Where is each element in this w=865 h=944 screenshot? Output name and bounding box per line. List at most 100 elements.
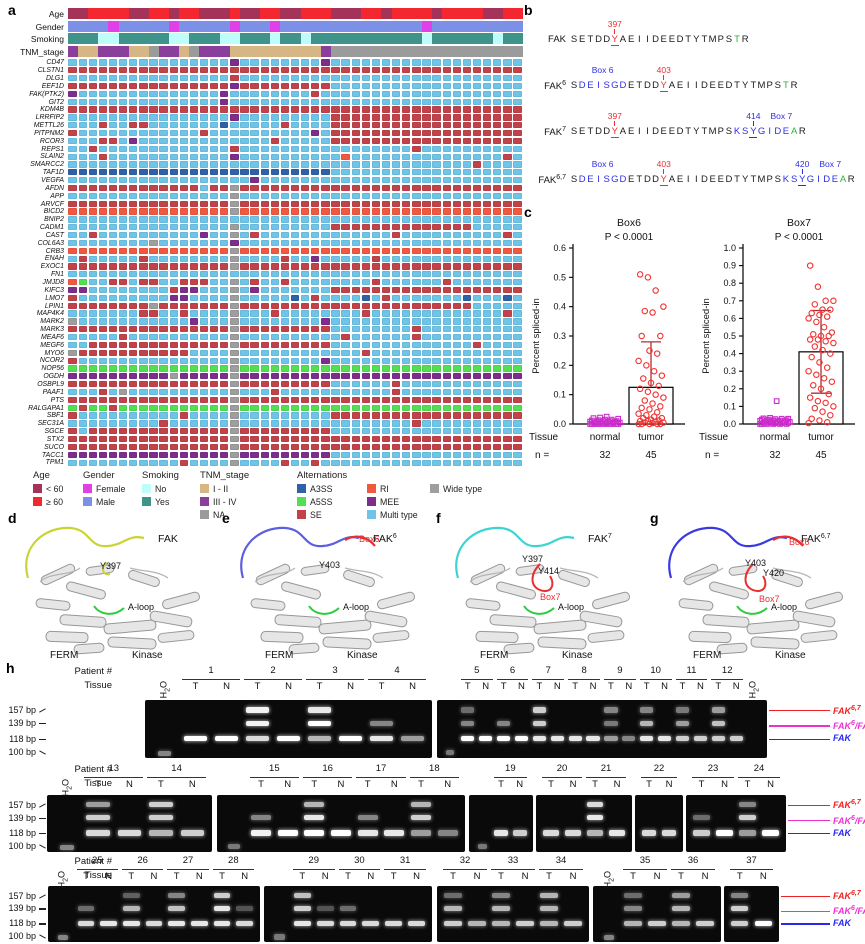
heatmap-cell	[300, 310, 310, 317]
heatmap-cell	[159, 216, 168, 223]
heatmap-cell	[432, 67, 441, 74]
heatmap-cell	[159, 412, 168, 419]
sequence-letter: S	[570, 80, 578, 91]
heatmap-cell	[220, 388, 229, 396]
heatmap-cell	[391, 318, 401, 325]
heatmap-cell	[78, 192, 87, 200]
heatmap-cell	[503, 365, 512, 372]
heatmap-cell	[472, 334, 482, 341]
heatmap-cell	[78, 184, 87, 192]
heatmap-cell	[159, 451, 168, 458]
heatmap-cell	[290, 294, 300, 302]
heatmap-cell	[78, 255, 87, 262]
heatmap-cell	[402, 326, 411, 333]
heatmap-cell	[300, 428, 310, 435]
heatmap-cell	[371, 326, 381, 333]
heatmap-cell	[209, 224, 219, 231]
heatmap-cell	[129, 459, 138, 466]
heatmap-cell	[341, 279, 350, 286]
heatmap-cell	[482, 436, 492, 443]
heatmap-cell	[432, 388, 441, 396]
heatmap-cell	[118, 396, 128, 404]
annotation-cell	[300, 33, 311, 45]
gel-band	[401, 736, 424, 742]
svg-text:Box7: Box7	[759, 594, 780, 604]
heatmap-cell	[220, 334, 229, 341]
heatmap-cell	[412, 224, 421, 231]
gel-band	[213, 920, 231, 926]
heatmap-cell	[351, 90, 360, 98]
heatmap-cell	[280, 177, 290, 184]
heatmap-cell	[149, 114, 158, 121]
heatmap-cell	[260, 404, 269, 411]
heatmap-cell	[230, 326, 239, 333]
heatmap-cell	[169, 436, 178, 443]
heatmap-cell	[503, 334, 512, 341]
heatmap-cell	[300, 373, 310, 380]
heatmap-cell	[341, 412, 350, 419]
heatmap-cell	[412, 326, 421, 333]
sequence-letter: D	[701, 80, 708, 91]
heatmap-cell	[179, 130, 189, 137]
legend-item-label: No	[155, 484, 167, 494]
annotation-cell	[300, 8, 311, 19]
heatmap-cell	[341, 169, 350, 176]
sequence-letter: E	[627, 174, 635, 185]
heatmap-cell	[240, 412, 249, 419]
heatmap-cell	[311, 130, 320, 137]
heatmap-cell	[280, 239, 290, 247]
tissue-lane-label: N	[516, 779, 524, 790]
patient-number: 23	[707, 763, 719, 774]
heatmap-cell	[129, 428, 138, 435]
heatmap-cell	[442, 428, 451, 435]
heatmap-cell	[108, 255, 118, 262]
annotation-cell	[381, 45, 392, 57]
heatmap-cell	[331, 239, 340, 247]
heatmap-cell	[68, 412, 77, 419]
patient-underline	[368, 679, 426, 680]
heatmap-cell	[300, 184, 310, 192]
heatmap-cell	[230, 294, 239, 302]
heatmap-cell	[321, 436, 330, 443]
heatmap-cell	[300, 459, 310, 466]
heatmap-cell	[452, 224, 462, 231]
band-label-text: /FAK	[854, 906, 865, 917]
heatmap-cell	[240, 459, 249, 466]
legend-item-label: Wide type	[443, 484, 483, 494]
heatmap-cell	[88, 239, 98, 247]
gene-label-SUCO: SUCO	[44, 443, 64, 451]
heatmap-cell	[230, 169, 239, 176]
gel-image	[437, 886, 589, 942]
heatmap-cell	[462, 75, 472, 82]
heatmap-cell	[280, 279, 290, 286]
heatmap-cell	[493, 82, 502, 90]
heatmap-cell	[169, 224, 178, 231]
heatmap-cell	[391, 247, 401, 254]
heatmap-cell	[472, 130, 482, 137]
heatmap-cell	[129, 239, 138, 247]
heatmap-cell	[159, 255, 168, 262]
svg-text:0.9: 0.9	[723, 261, 736, 271]
svg-text:0.3: 0.3	[723, 366, 736, 376]
heatmap-cell	[108, 388, 118, 396]
legend-item-label: ≥ 60	[46, 497, 64, 507]
heatmap-cell	[402, 302, 411, 309]
heatmap-cell	[381, 130, 391, 137]
heatmap-cell	[260, 420, 269, 427]
heatmap-cell	[290, 302, 300, 309]
heatmap-cell	[260, 200, 269, 207]
heatmap-cell	[68, 153, 77, 160]
annotation-cell	[310, 33, 321, 45]
heatmap-cell	[341, 153, 350, 160]
tissue-lane-label: N	[569, 779, 577, 790]
heatmap-cell	[402, 420, 411, 427]
annotation-cell	[229, 45, 241, 57]
heatmap-cell	[68, 82, 77, 90]
heatmap-cell	[351, 357, 360, 364]
heatmap-cell	[139, 216, 148, 223]
heatmap-cell	[432, 224, 441, 231]
heatmap-cell	[412, 90, 421, 98]
heatmap-cell	[98, 436, 108, 443]
heatmap-cell	[351, 98, 360, 105]
